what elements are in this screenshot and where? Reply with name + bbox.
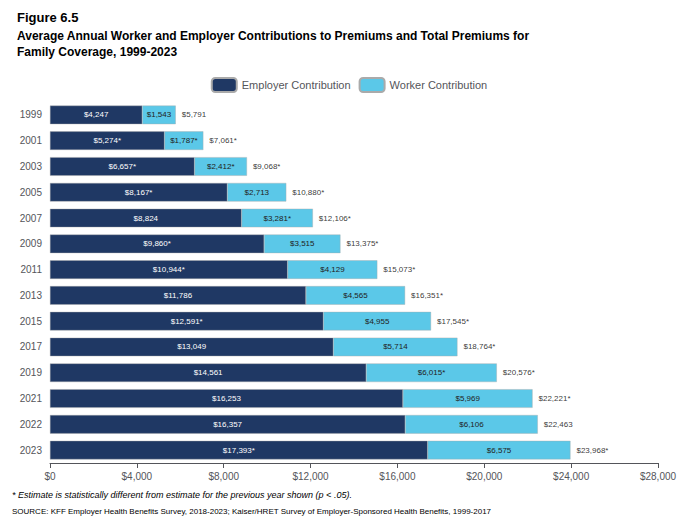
svg-text:$4,955: $4,955 xyxy=(365,317,390,326)
svg-text:2007: 2007 xyxy=(20,213,43,224)
svg-text:$12,106*: $12,106* xyxy=(319,214,351,223)
svg-text:2019: 2019 xyxy=(20,367,43,378)
svg-text:$24,000: $24,000 xyxy=(553,471,590,482)
svg-text:2013: 2013 xyxy=(20,290,43,301)
svg-text:$16,351*: $16,351* xyxy=(411,291,443,300)
svg-text:2017: 2017 xyxy=(20,341,43,352)
svg-text:2015: 2015 xyxy=(20,316,43,327)
svg-text:Figure 6.5: Figure 6.5 xyxy=(17,10,78,25)
svg-text:$12,000: $12,000 xyxy=(292,471,329,482)
svg-text:$15,073*: $15,073* xyxy=(383,265,415,274)
svg-text:$6,657*: $6,657* xyxy=(108,162,136,171)
svg-text:Family Coverage, 1999-2023: Family Coverage, 1999-2023 xyxy=(17,45,177,59)
svg-text:2003: 2003 xyxy=(20,161,43,172)
svg-text:2005: 2005 xyxy=(20,187,43,198)
svg-text:$4,565: $4,565 xyxy=(343,291,368,300)
svg-text:2009: 2009 xyxy=(20,238,43,249)
svg-text:$11,786: $11,786 xyxy=(164,291,193,300)
svg-text:$22,463: $22,463 xyxy=(544,420,573,429)
svg-text:$6,015*: $6,015* xyxy=(418,368,446,377)
svg-text:Employer Contribution: Employer Contribution xyxy=(242,79,351,91)
svg-text:1999: 1999 xyxy=(20,109,43,120)
svg-text:$6,575: $6,575 xyxy=(487,446,512,455)
svg-text:$12,591*: $12,591* xyxy=(171,317,203,326)
svg-text:SOURCE: KFF Employer Health Be: SOURCE: KFF Employer Health Benefits Sur… xyxy=(12,507,492,516)
svg-text:$3,281*: $3,281* xyxy=(263,214,291,223)
svg-text:* Estimate is statistically di: * Estimate is statistically different fr… xyxy=(12,490,352,500)
svg-text:$14,561: $14,561 xyxy=(194,368,223,377)
svg-text:$13,049: $13,049 xyxy=(177,342,206,351)
svg-text:$10,880*: $10,880* xyxy=(292,188,324,197)
svg-text:$16,000: $16,000 xyxy=(379,471,416,482)
svg-text:$9,860*: $9,860* xyxy=(143,239,171,248)
svg-text:$1,543: $1,543 xyxy=(147,110,172,119)
svg-text:Average Annual Worker and Empl: Average Annual Worker and Employer Contr… xyxy=(17,29,529,43)
svg-text:2023: 2023 xyxy=(20,445,43,456)
svg-text:$5,714: $5,714 xyxy=(383,342,408,351)
svg-text:$3,515: $3,515 xyxy=(290,239,315,248)
svg-text:$8,824: $8,824 xyxy=(134,214,159,223)
svg-text:$6,106: $6,106 xyxy=(459,420,484,429)
svg-text:$8,000: $8,000 xyxy=(208,471,239,482)
svg-text:$16,253: $16,253 xyxy=(212,394,241,403)
svg-text:$5,274*: $5,274* xyxy=(93,136,121,145)
svg-text:Worker Contribution: Worker Contribution xyxy=(390,79,488,91)
svg-text:$20,576*: $20,576* xyxy=(503,368,535,377)
svg-text:$10,944*: $10,944* xyxy=(153,265,185,274)
svg-text:$20,000: $20,000 xyxy=(466,471,503,482)
svg-text:$22,221*: $22,221* xyxy=(539,394,571,403)
svg-text:$5,969: $5,969 xyxy=(455,394,480,403)
svg-text:$9,068*: $9,068* xyxy=(253,162,281,171)
svg-text:2011: 2011 xyxy=(20,264,42,275)
svg-text:$13,375*: $13,375* xyxy=(346,239,378,248)
svg-text:$8,167*: $8,167* xyxy=(125,188,153,197)
svg-text:$2,713: $2,713 xyxy=(245,188,270,197)
svg-text:$4,247: $4,247 xyxy=(84,110,109,119)
svg-text:$4,129: $4,129 xyxy=(320,265,345,274)
svg-text:$17,393*: $17,393* xyxy=(223,446,255,455)
svg-text:$28,000: $28,000 xyxy=(640,471,677,482)
svg-text:$0: $0 xyxy=(44,471,56,482)
svg-text:2001: 2001 xyxy=(20,135,43,146)
svg-text:$2,412*: $2,412* xyxy=(207,162,235,171)
svg-text:2021: 2021 xyxy=(20,393,43,404)
svg-text:2022: 2022 xyxy=(20,419,43,430)
svg-text:$1,787*: $1,787* xyxy=(170,136,198,145)
svg-text:$5,791: $5,791 xyxy=(182,110,207,119)
svg-text:$16,357: $16,357 xyxy=(213,420,242,429)
svg-text:$23,968*: $23,968* xyxy=(576,446,608,455)
svg-text:$4,000: $4,000 xyxy=(122,471,153,482)
svg-text:$18,764*: $18,764* xyxy=(463,342,495,351)
svg-text:$7,061*: $7,061* xyxy=(209,136,237,145)
svg-text:$17,545*: $17,545* xyxy=(437,317,469,326)
